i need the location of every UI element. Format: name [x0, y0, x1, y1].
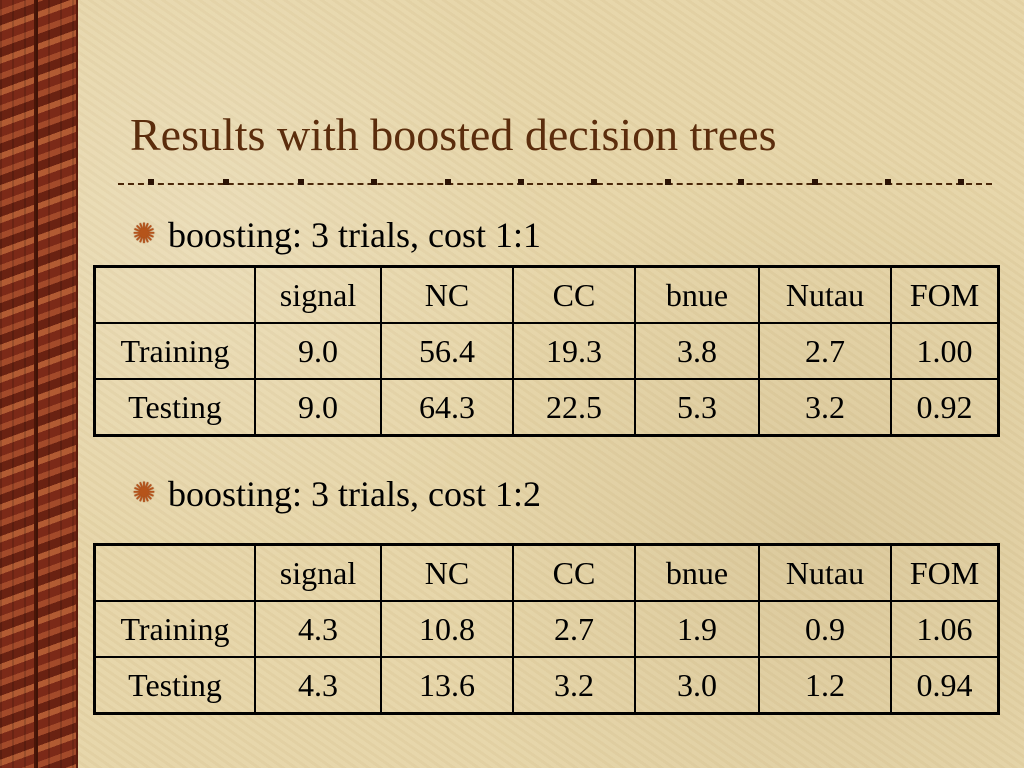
- starburst-bullet-icon: ✺: [132, 219, 156, 250]
- bullet-item: ✺ boosting: 3 trials, cost 1:2: [130, 474, 541, 514]
- divider-dot: [665, 179, 671, 185]
- table-cell: 0.94: [890, 656, 1000, 715]
- table-cell: 4.3: [254, 656, 382, 715]
- table-cell: 0.9: [758, 600, 892, 658]
- results-table-cost-1-2: signal NC CC bnue Nutau FOM Training 4.3…: [93, 543, 1000, 715]
- title-divider: [118, 179, 992, 193]
- table-cell: 64.3: [380, 378, 514, 437]
- table-cell: 56.4: [380, 322, 514, 380]
- table-row: Training 9.0 56.4 19.3 3.8 2.7 1.00: [93, 322, 1000, 380]
- table-cell: 3.2: [512, 656, 636, 715]
- table-row: Training 4.3 10.8 2.7 1.9 0.9 1.06: [93, 600, 1000, 658]
- bullet-text: boosting: 3 trials, cost 1:2: [168, 474, 541, 514]
- table-cell: 13.6: [380, 656, 514, 715]
- divider-dot: [298, 179, 304, 185]
- table-cell: 3.8: [634, 322, 760, 380]
- header-cell: NC: [380, 265, 514, 324]
- table-cell: 1.2: [758, 656, 892, 715]
- table-cell: 1.06: [890, 600, 1000, 658]
- divider-dot: [223, 179, 229, 185]
- divider-dot: [591, 179, 597, 185]
- header-cell: Nutau: [758, 543, 892, 602]
- starburst-bullet-icon: ✺: [132, 478, 156, 509]
- header-cell: signal: [254, 265, 382, 324]
- table-header-row: signal NC CC bnue Nutau FOM: [93, 265, 1000, 324]
- table-cell: 3.2: [758, 378, 892, 437]
- row-label-cell: Testing: [93, 656, 256, 715]
- divider-dot: [148, 179, 154, 185]
- header-cell: signal: [254, 543, 382, 602]
- table-cell: 4.3: [254, 600, 382, 658]
- divider-dot: [738, 179, 744, 185]
- slide-title: Results with boosted decision trees: [130, 109, 777, 160]
- divider-dot: [958, 179, 964, 185]
- divider-dot: [885, 179, 891, 185]
- table-header-row: signal NC CC bnue Nutau FOM: [93, 543, 1000, 602]
- table-row: Testing 9.0 64.3 22.5 5.3 3.2 0.92: [93, 378, 1000, 437]
- row-label-cell: Training: [93, 322, 256, 380]
- header-cell: CC: [512, 543, 636, 602]
- header-cell: bnue: [634, 265, 760, 324]
- table-cell: 2.7: [758, 322, 892, 380]
- table-cell: 9.0: [254, 378, 382, 437]
- decorative-left-strip: [0, 0, 78, 768]
- header-cell-empty: [93, 543, 256, 602]
- table-cell: 2.7: [512, 600, 636, 658]
- divider-dot: [445, 179, 451, 185]
- row-label-cell: Testing: [93, 378, 256, 437]
- table-cell: 22.5: [512, 378, 636, 437]
- header-cell: FOM: [890, 543, 1000, 602]
- divider-dot: [518, 179, 524, 185]
- header-cell: Nutau: [758, 265, 892, 324]
- table-row: Testing 4.3 13.6 3.2 3.0 1.2 0.94: [93, 656, 1000, 715]
- table-cell: 1.9: [634, 600, 760, 658]
- divider-dot: [812, 179, 818, 185]
- table-cell: 1.00: [890, 322, 1000, 380]
- row-label-cell: Training: [93, 600, 256, 658]
- table-cell: 0.92: [890, 378, 1000, 437]
- results-table-cost-1-1: signal NC CC bnue Nutau FOM Training 9.0…: [93, 265, 1000, 437]
- header-cell: CC: [512, 265, 636, 324]
- table-cell: 19.3: [512, 322, 636, 380]
- header-cell: FOM: [890, 265, 1000, 324]
- table-cell: 10.8: [380, 600, 514, 658]
- table-cell: 9.0: [254, 322, 382, 380]
- bullet-text: boosting: 3 trials, cost 1:1: [168, 215, 541, 255]
- header-cell: NC: [380, 543, 514, 602]
- divider-dot: [371, 179, 377, 185]
- header-cell: bnue: [634, 543, 760, 602]
- header-cell-empty: [93, 265, 256, 324]
- bullet-item: ✺ boosting: 3 trials, cost 1:1: [130, 215, 541, 255]
- table-cell: 5.3: [634, 378, 760, 437]
- table-cell: 3.0: [634, 656, 760, 715]
